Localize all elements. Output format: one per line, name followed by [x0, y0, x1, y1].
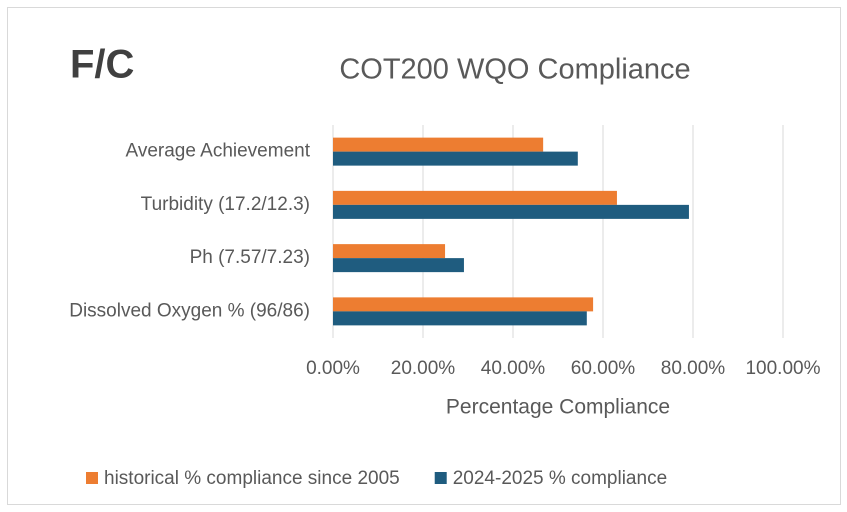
bar [333, 244, 446, 259]
x-tick-label: 40.00% [481, 358, 546, 379]
x-tick-label: 20.00% [391, 358, 456, 379]
x-tick-label: 60.00% [571, 358, 636, 379]
bar [333, 297, 594, 312]
x-tick-label: 80.00% [661, 358, 726, 379]
x-tick-label: 100.00% [745, 358, 820, 379]
bar [333, 190, 617, 205]
chart-title: COT200 WQO Compliance [339, 54, 690, 86]
y-tick-label: Dissolved Oxygen % (96/86) [69, 300, 310, 321]
y-tick-label: Ph (7.57/7.23) [190, 247, 310, 268]
y-tick-label: Average Achievement [126, 141, 311, 162]
annotation: F/C [70, 43, 134, 87]
y-tick-label: Turbidity (17.2/12.3) [141, 194, 310, 215]
legend-swatch [86, 472, 98, 484]
bar [333, 151, 578, 166]
bar [333, 311, 587, 326]
bar [333, 137, 544, 152]
legend-label: 2024-2025 % compliance [453, 468, 667, 489]
bar [333, 258, 464, 273]
x-tick-label: 0.00% [306, 358, 360, 379]
x-axis-label: Percentage Compliance [446, 396, 670, 419]
legend-label: historical % compliance since 2005 [104, 468, 400, 489]
bar [333, 204, 689, 219]
legend-swatch [434, 472, 447, 484]
